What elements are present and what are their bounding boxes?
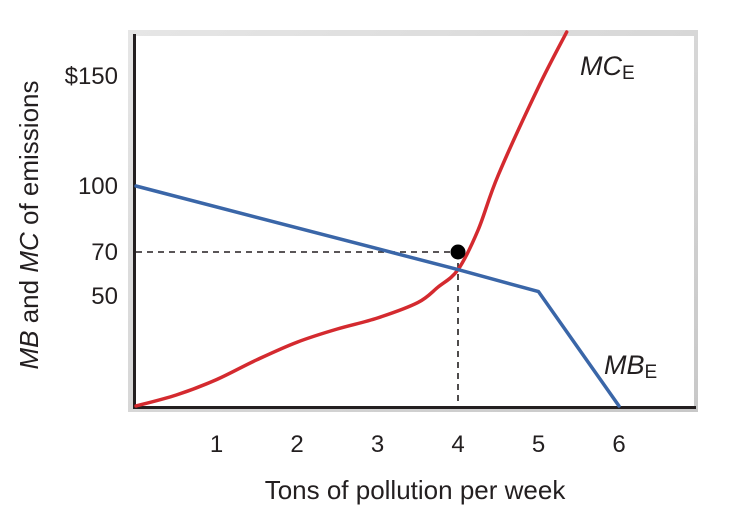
y-tick-label: $150	[65, 63, 118, 90]
plot-area	[136, 36, 694, 406]
x-tick-label: 3	[371, 431, 384, 458]
series-line-mbe	[134, 184, 621, 408]
x-tick-label: 6	[612, 431, 625, 458]
x-tick-label: 1	[210, 431, 223, 458]
x-tick-label: 4	[451, 431, 464, 458]
series-layer	[134, 30, 621, 408]
x-axis-title: Tons of pollution per week	[265, 475, 567, 505]
series-line-mce	[134, 30, 569, 408]
y-tick-label: 100	[78, 173, 118, 200]
x-tick-label: 5	[532, 431, 545, 458]
y-tick-label: 70	[91, 239, 118, 266]
equilibrium-marker-layer	[450, 244, 466, 260]
y-tick-labels: 50 70 100 $150	[65, 63, 118, 310]
series-label-mbe: MBE	[604, 350, 657, 383]
x-tick-label: 2	[290, 431, 303, 458]
equilibrium-point	[450, 244, 466, 260]
series-labels: MCE MBE	[580, 51, 657, 383]
y-tick-label: 50	[91, 283, 118, 310]
equilibrium-guides	[136, 251, 459, 406]
x-tick-labels: 1 2 3 4 5 6	[210, 431, 626, 458]
y-axis-title: MB and MC of emissions	[14, 81, 44, 370]
series-label-mce: MCE	[580, 51, 635, 84]
